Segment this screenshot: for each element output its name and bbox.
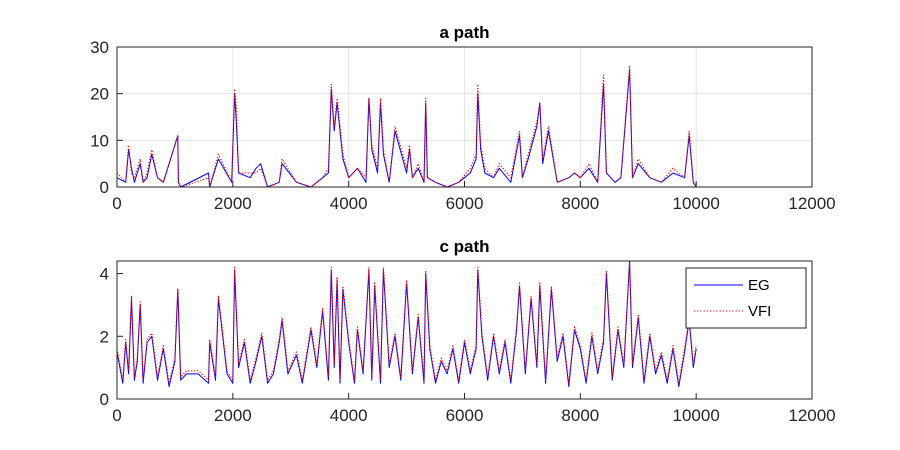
x-tick-label: 6000 bbox=[446, 406, 484, 425]
legend: EG VFI bbox=[685, 267, 807, 329]
y-tick-label: 0 bbox=[100, 390, 109, 409]
x-tick-label: 8000 bbox=[561, 194, 599, 213]
c-path-axes-frame bbox=[116, 260, 813, 400]
a-path-ticks: 0 2000 4000 6000 8000 10000 12000 0 10 20 30 bbox=[90, 38, 836, 213]
c-path-ticks: 0 2000 4000 6000 8000 10000 12000 0 2 4 bbox=[100, 265, 836, 425]
x-tick-label: 4000 bbox=[330, 194, 368, 213]
c-path-axes: 0 2000 4000 6000 8000 10000 12000 0 2 4 c path EG… bbox=[100, 237, 836, 425]
legend-box bbox=[685, 267, 807, 329]
series-line-vfi bbox=[116, 260, 697, 384]
x-tick-label: 0 bbox=[112, 194, 121, 213]
x-tick-label: 8000 bbox=[561, 406, 599, 425]
y-tick-label: 2 bbox=[100, 327, 109, 346]
y-tick-label: 30 bbox=[90, 38, 109, 57]
legend-eg-label: EG bbox=[748, 277, 770, 294]
x-tick-label: 6000 bbox=[446, 194, 484, 213]
y-tick-label: 4 bbox=[100, 265, 109, 284]
a-path-axes-frame bbox=[116, 46, 813, 188]
y-tick-label: 20 bbox=[90, 85, 109, 104]
x-tick-label: 12000 bbox=[788, 194, 835, 213]
series-line-eg bbox=[116, 260, 697, 387]
a-path-title: a path bbox=[439, 23, 489, 42]
x-tick-label: 10000 bbox=[673, 406, 720, 425]
a-path-axes: 0 2000 4000 6000 8000 10000 12000 0 10 20 30 a pat… bbox=[90, 23, 836, 213]
c-path-series bbox=[116, 260, 697, 387]
x-tick-label: 12000 bbox=[788, 406, 835, 425]
y-tick-label: 0 bbox=[100, 178, 109, 197]
c-path-title: c path bbox=[439, 237, 489, 256]
x-tick-label: 2000 bbox=[214, 194, 252, 213]
x-tick-label: 4000 bbox=[330, 406, 368, 425]
x-tick-label: 2000 bbox=[214, 406, 252, 425]
y-tick-label: 10 bbox=[90, 131, 109, 150]
x-tick-label: 10000 bbox=[673, 194, 720, 213]
legend-vfi-label: VFI bbox=[748, 303, 771, 320]
x-tick-label: 0 bbox=[112, 406, 121, 425]
